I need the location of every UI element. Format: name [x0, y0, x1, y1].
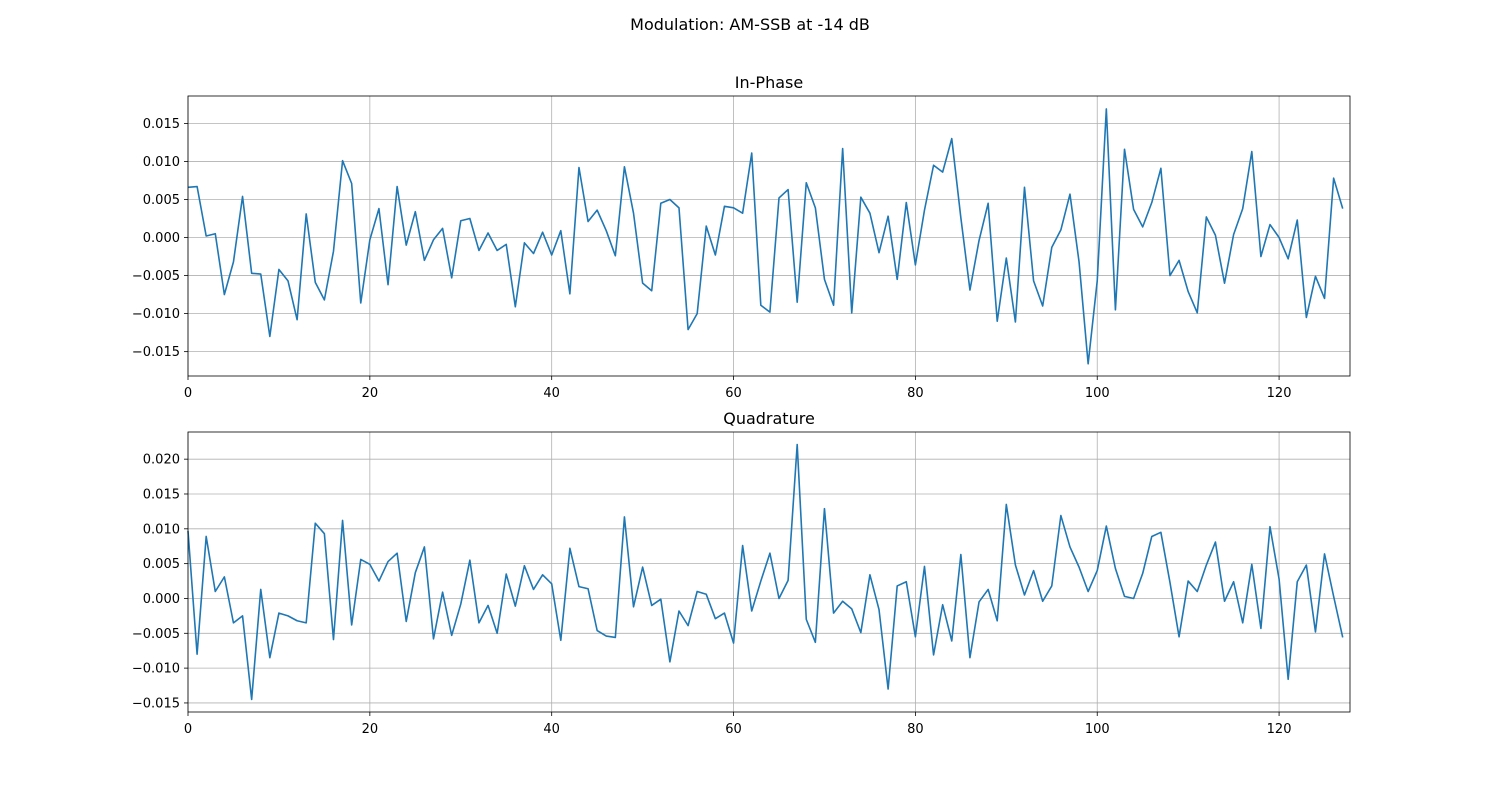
in-phase-title: In-Phase: [735, 73, 803, 92]
quadrature-x-tick-label: 60: [725, 722, 742, 737]
in-phase-y-tick-label: 0.005: [143, 193, 180, 208]
in-phase-y-tick-label: 0.010: [143, 155, 180, 170]
in-phase-x-tick-label: 40: [543, 386, 560, 401]
quadrature-x-tick-label: 80: [907, 722, 924, 737]
quadrature-y-tick-label: −0.015: [132, 696, 180, 711]
quadrature-x-tick-label: 120: [1267, 722, 1292, 737]
in-phase-y-tick-label: 0.015: [143, 117, 180, 132]
quadrature-ticks: 0 20 40 60 80 100 120 −0.015 −0.010 −0.005 0.000 0.…: [132, 453, 1292, 737]
quadrature-y-tick-label: 0.000: [143, 592, 180, 607]
quadrature-axes-frame: [187, 431, 1351, 713]
in-phase-x-tick-label: 0: [184, 386, 192, 401]
in-phase-y-tick-label: 0.000: [143, 231, 180, 246]
quadrature-x-tick-label: 0: [184, 722, 192, 737]
in-phase-y-tick-label: −0.005: [132, 269, 180, 284]
in-phase-x-tick-label: 120: [1267, 386, 1292, 401]
quadrature-title: Quadrature: [723, 409, 815, 428]
quadrature-y-tick-label: −0.010: [132, 662, 180, 677]
quadrature-x-tick-label: 100: [1085, 722, 1110, 737]
quadrature-x-tick-label: 20: [362, 722, 379, 737]
in-phase-y-tick-label: −0.015: [132, 345, 180, 360]
quadrature-y-tick-label: 0.005: [143, 557, 180, 572]
in-phase-series-line: [187, 108, 1344, 365]
in-phase-ticks: 0 20 40 60 80 100 120 −0.015 −0.010 −0.005 0.000 0.…: [132, 117, 1292, 401]
quadrature-y-tick-label: 0.015: [143, 487, 180, 502]
in-phase-x-tick-label: 20: [362, 386, 379, 401]
quadrature-y-tick-label: 0.020: [143, 453, 180, 468]
quadrature-y-tick-label: −0.005: [132, 627, 180, 642]
quadrature-x-tick-label: 40: [543, 722, 560, 737]
quadrature-axes: 0 20 40 60 80 100 120 −0.015 −0.010 −0.005 0.000 0.…: [132, 409, 1351, 737]
in-phase-y-tick-label: −0.010: [132, 307, 180, 322]
in-phase-x-tick-label: 100: [1085, 386, 1110, 401]
in-phase-axes: 0 20 40 60 80 100 120 −0.015 −0.010 −0.005 0.000 0.…: [132, 73, 1351, 401]
in-phase-x-tick-label: 60: [725, 386, 742, 401]
quadrature-y-tick-label: 0.010: [143, 522, 180, 537]
quadrature-series-line: [187, 443, 1344, 701]
in-phase-x-tick-label: 80: [907, 386, 924, 401]
figure-suptitle: Modulation: AM-SSB at -14 dB: [630, 15, 870, 34]
quadrature-grid: [187, 432, 1350, 712]
in-phase-axes-frame: [187, 95, 1351, 377]
